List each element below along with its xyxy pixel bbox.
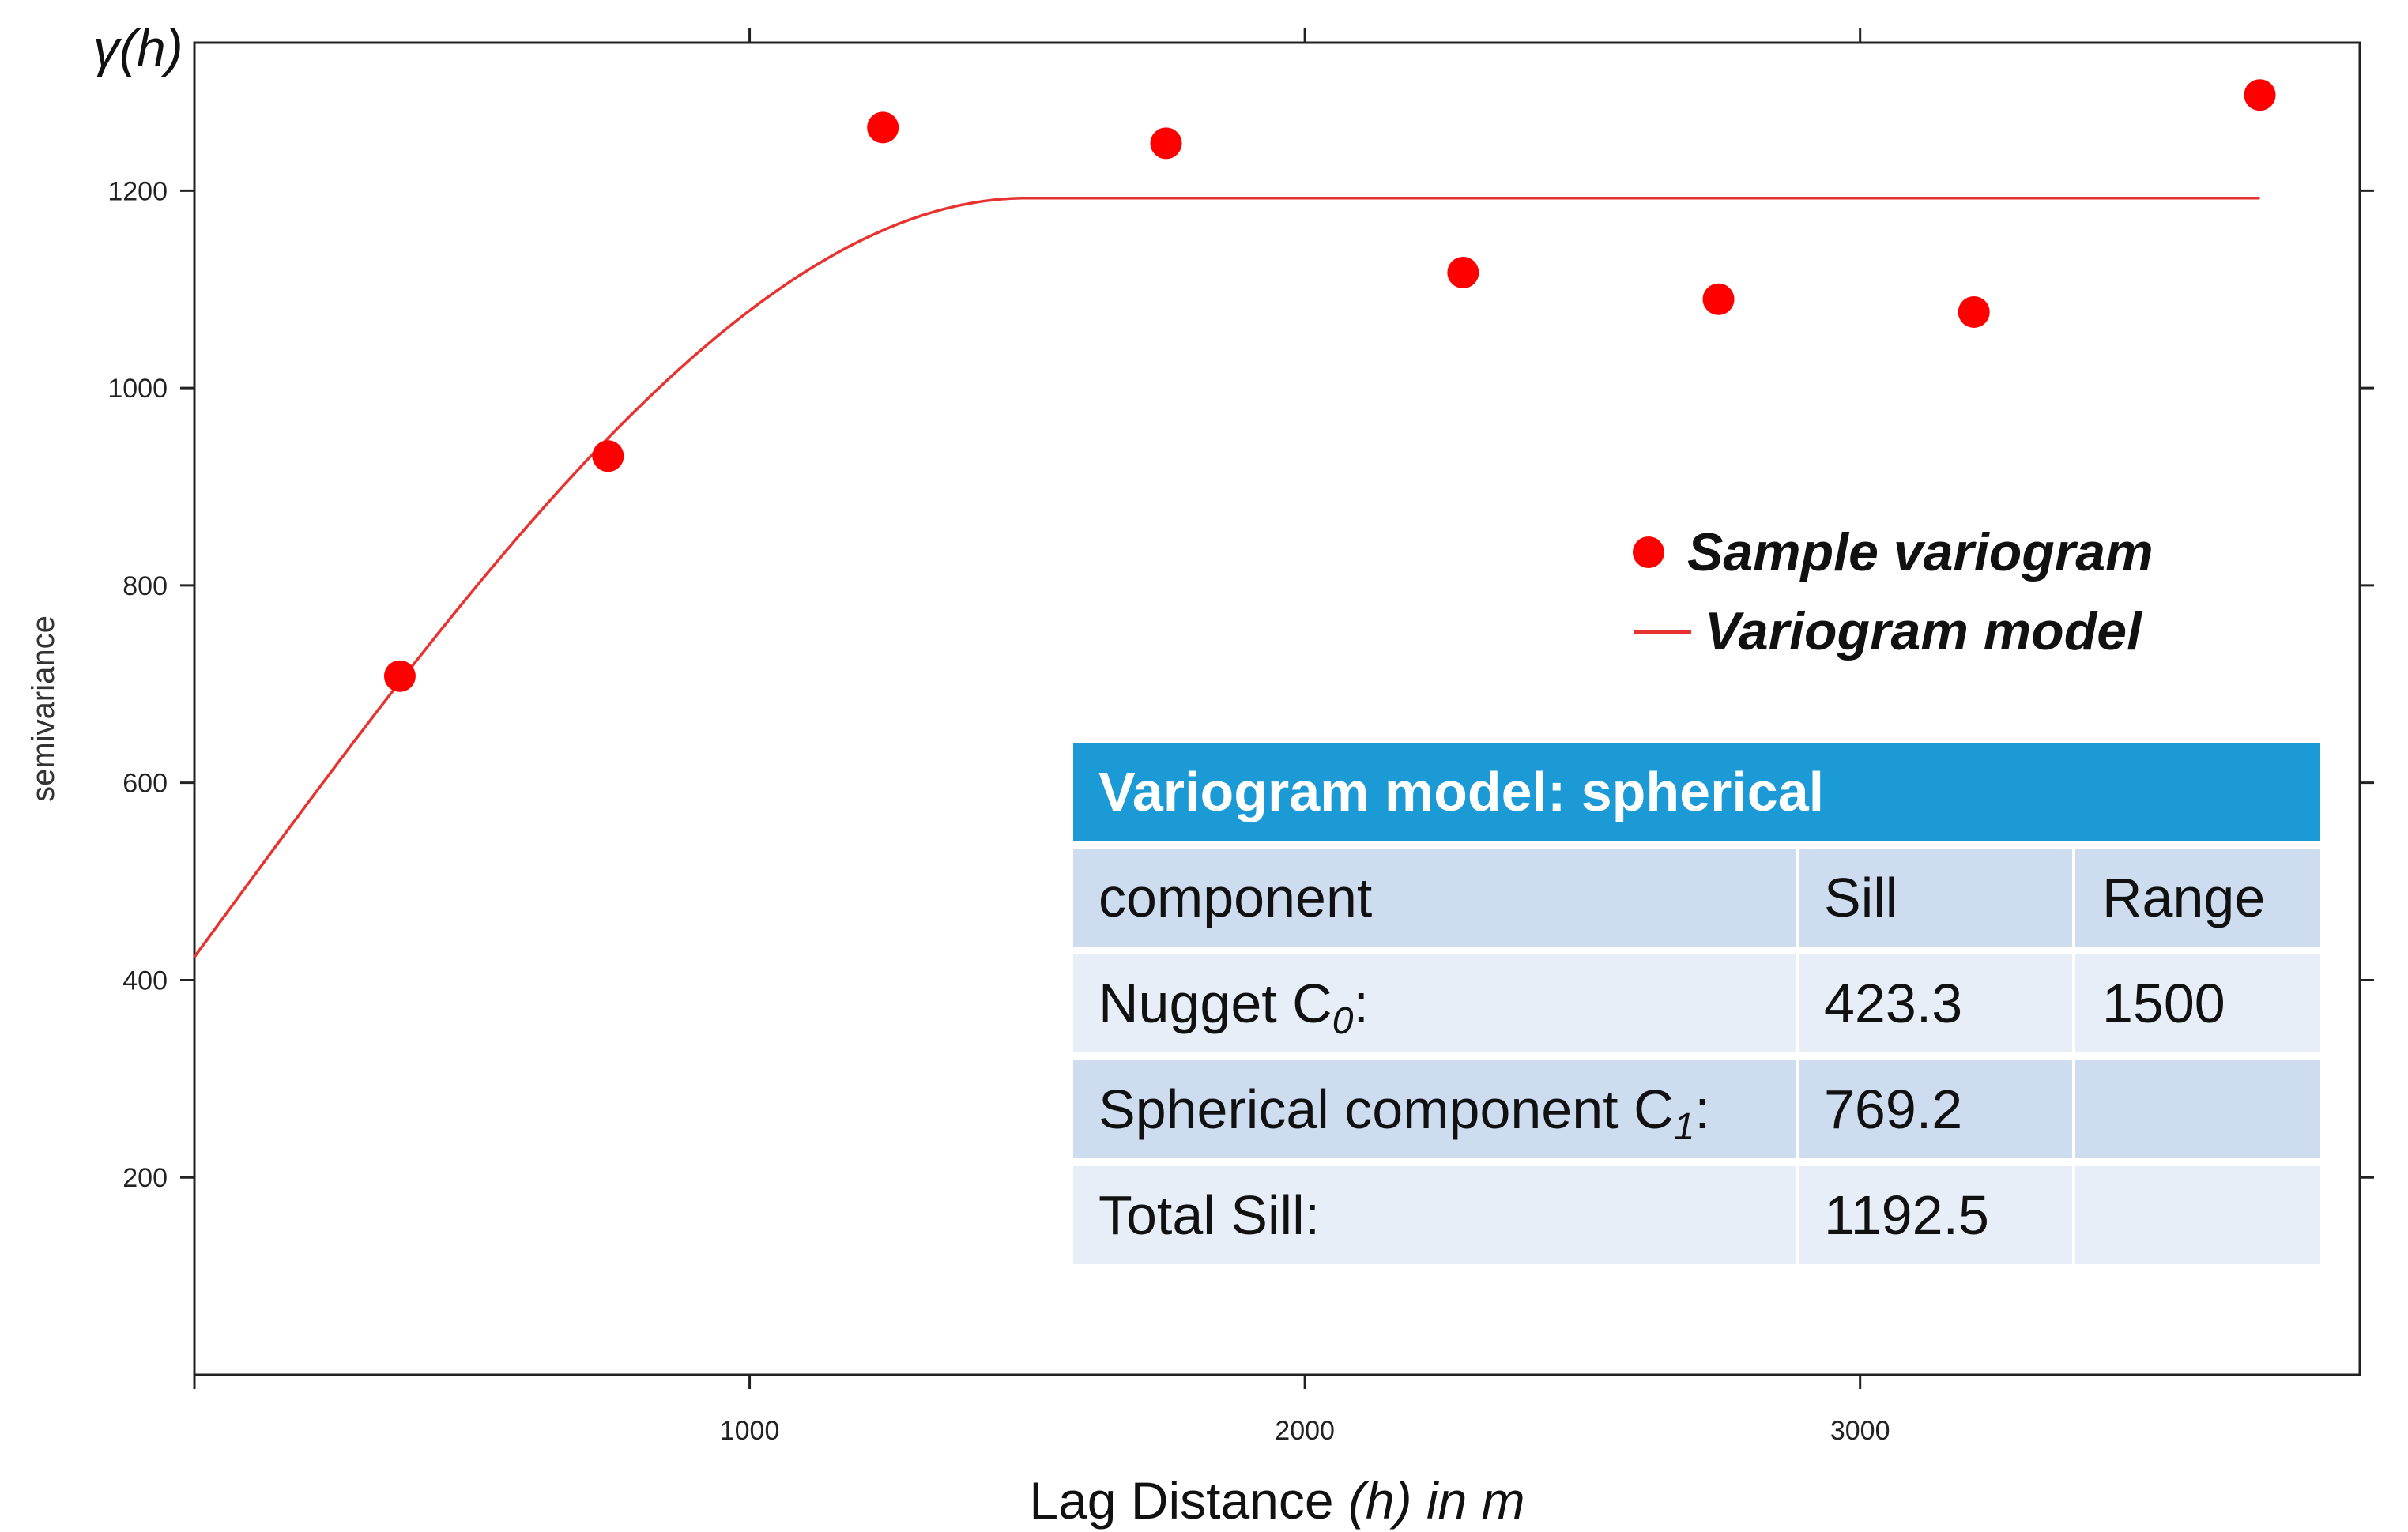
data-point [592, 440, 624, 472]
table-header-component: component [1098, 867, 1372, 928]
parameters-table: Variogram model: spherical component Sil… [1073, 743, 2320, 1264]
y-tick-label: 400 [122, 965, 168, 996]
x-axis-label: Lag Distance (h) in m [1029, 1471, 1524, 1530]
y-tick-label: 1200 [107, 176, 168, 206]
table-row-bg [1073, 849, 1796, 947]
table-row-bg [1073, 1166, 1796, 1264]
x-axis-label-prefix: Lag Distance [1029, 1471, 1348, 1530]
x-tick-label: 1000 [720, 1416, 780, 1446]
legend-marker-sample-variogram [1633, 536, 1664, 568]
table-cell-label: Total Sill: [1098, 1184, 1320, 1246]
x-tick-label: 2000 [1275, 1416, 1335, 1446]
table-title: Variogram model: spherical [1098, 761, 1824, 822]
table-header-bg [1073, 743, 2320, 841]
table-header-sill: Sill [1824, 867, 1897, 928]
table-cell-sill: 1192.5 [1824, 1184, 1989, 1246]
y-tick-label: 200 [122, 1163, 168, 1193]
y-axis-title: γ(h) [93, 19, 183, 77]
data-point [383, 660, 416, 692]
table-row-bg [2075, 954, 2320, 1052]
table-row-bg [1799, 1060, 2072, 1158]
table-row-bg [1799, 954, 2072, 1052]
table-cell-range: 1500 [2102, 973, 2225, 1034]
y-tick-label: 600 [122, 769, 168, 799]
table-row-bg [2075, 1060, 2320, 1158]
table-row-bg [1799, 1166, 2072, 1264]
table-cell-label-text: Nugget C [1098, 973, 1332, 1034]
table-cell-label: Nugget C0: [1098, 973, 1369, 1042]
data-point [1150, 127, 1182, 160]
x-axis-label-suffix: in m [1412, 1471, 1525, 1530]
legend-label-sample-variogram: Sample variogram [1687, 522, 2154, 582]
plot-frame [193, 41, 2361, 1376]
data-point [1447, 256, 1479, 288]
table-cell-label-sub: 0 [1332, 1000, 1354, 1042]
table-row-bg [1073, 954, 1796, 1052]
data-point [867, 111, 899, 144]
table-header-range: Range [2102, 867, 2265, 928]
x-axis-label-var: (h) [1348, 1471, 1412, 1530]
y-tick-label: 1000 [107, 374, 168, 404]
table-row-bg [2075, 1166, 2320, 1264]
series-points-sample-variogram [383, 79, 2276, 692]
series-line-variogram-model [193, 196, 2260, 958]
data-point [2244, 79, 2276, 111]
table-row-bg [1799, 849, 2072, 947]
table-row-bg [2075, 849, 2320, 947]
x-tick-label: 3000 [1830, 1416, 1890, 1446]
table-cell-label-text: Spherical component C [1098, 1078, 1674, 1140]
data-point [1702, 283, 1735, 315]
table-cell-sill: 423.3 [1824, 973, 1962, 1034]
y-axis: 200 400 600 800 1000 1200 [107, 176, 2374, 1193]
data-point [1958, 295, 1990, 328]
x-axis: 1000 2000 3000 [193, 28, 1890, 1446]
table-cell-sill: 769.2 [1824, 1078, 1962, 1140]
table-cell-label: Spherical component C1: [1098, 1078, 1710, 1148]
legend: Sample variogram Variogram model [1633, 522, 2154, 661]
table-row-bg [1073, 1060, 1796, 1158]
y-tick-label: 800 [122, 571, 168, 601]
y-axis-label: semivariance [26, 615, 61, 802]
table-cell-label-sub: 1 [1674, 1106, 1695, 1148]
legend-label-variogram-model: Variogram model [1705, 601, 2143, 661]
